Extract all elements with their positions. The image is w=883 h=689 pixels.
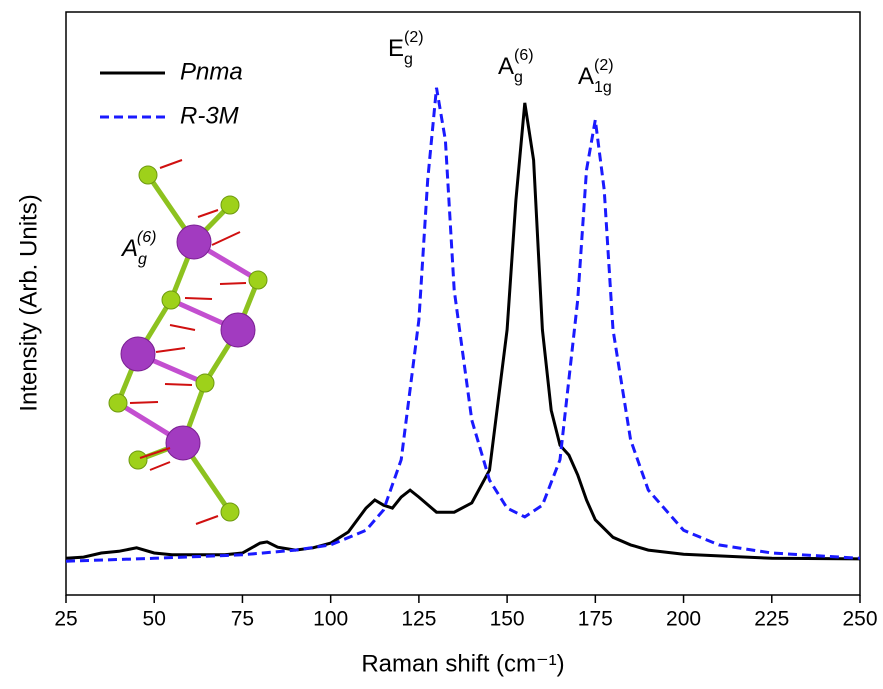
- annotation-text: E: [388, 35, 404, 62]
- x-tick-label: 100: [313, 608, 348, 631]
- y-axis-label: Intensity (Arb. Units): [15, 194, 42, 411]
- x-tick-label: 200: [666, 608, 701, 631]
- x-tick-label: 50: [143, 608, 166, 631]
- series-line: [65, 102, 861, 561]
- peak-annotation: Eg (2): [388, 29, 424, 68]
- annotation-sub: g: [404, 51, 413, 68]
- annotation-sup: (2): [594, 57, 614, 74]
- x-tick-label: 25: [54, 608, 77, 631]
- annotation-text: A: [498, 53, 514, 80]
- inset-label: Ag(6): [120, 229, 156, 268]
- plot-frame: [65, 11, 861, 596]
- x-tick-label: 125: [401, 608, 436, 631]
- annotation-sup: (6): [514, 47, 534, 64]
- x-tick-label: 75: [231, 608, 254, 631]
- annotation-text: A: [578, 63, 594, 90]
- structure-inset: Ag(6): [108, 159, 268, 525]
- x-tick-label: 175: [578, 608, 613, 631]
- annotation-sub: g: [514, 69, 523, 86]
- x-tick-label: 150: [490, 608, 525, 631]
- annotation-sup: (2): [404, 29, 424, 46]
- peak-annotation: A1g (2): [578, 57, 614, 96]
- peak-annotation: Ag (6): [498, 47, 534, 86]
- x-tick-label: 250: [842, 608, 877, 631]
- series-line: [65, 87, 861, 563]
- x-tick-label: 225: [754, 608, 789, 631]
- annotation-sub: 1g: [594, 79, 612, 96]
- legend-label: Pnma: [180, 58, 243, 85]
- legend-label: R-3M: [180, 102, 239, 129]
- x-axis-label: Raman shift (cm⁻¹): [361, 650, 564, 677]
